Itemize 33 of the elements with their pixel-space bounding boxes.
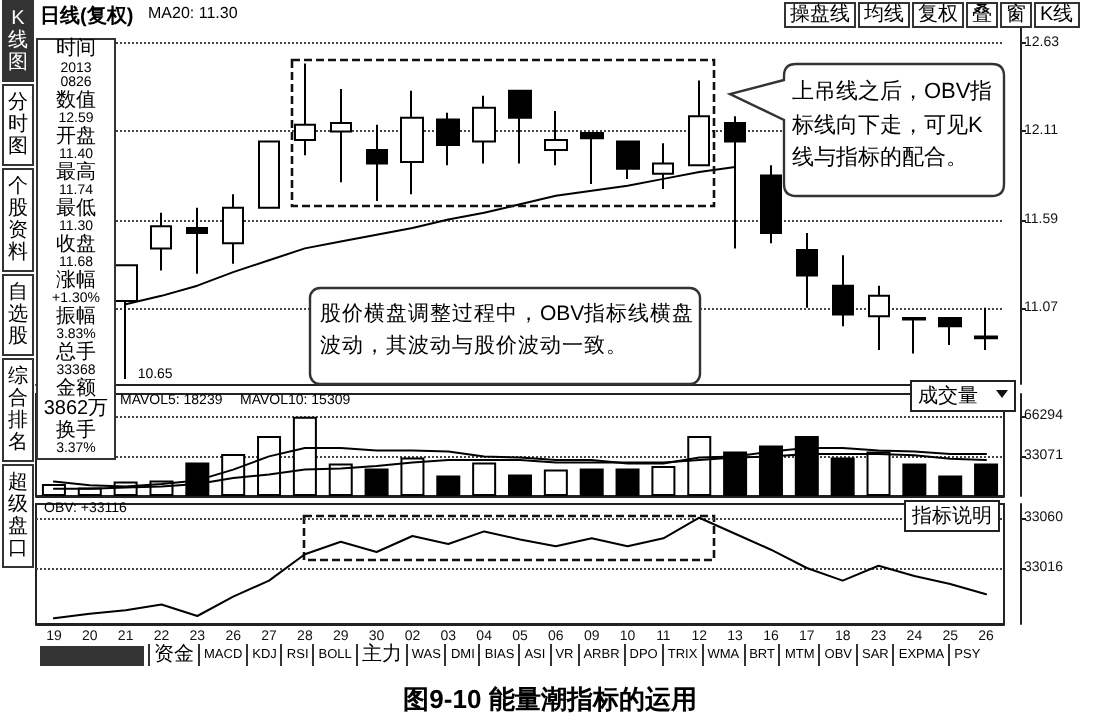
text: 超级盘口 bbox=[2, 464, 34, 568]
text: 窗 bbox=[1000, 2, 1032, 28]
chart-title: 日线(复权) bbox=[40, 3, 134, 30]
text: 个股资料 bbox=[2, 168, 34, 272]
annotation: 最高 bbox=[54, 161, 98, 184]
label-box: 指标说明 bbox=[904, 500, 1000, 532]
annotation: 换手 bbox=[54, 419, 98, 442]
annotation: 数值 bbox=[54, 89, 98, 112]
text: 叠 bbox=[966, 2, 998, 28]
annotation: 时间 bbox=[54, 38, 98, 61]
text: 分时图 bbox=[2, 84, 34, 166]
annotation: 上吊线之后，OBV指标线向下走，可见K线与指标的配合。 bbox=[792, 77, 995, 174]
annotation: 开盘 bbox=[54, 125, 98, 148]
text: 操盘线 bbox=[784, 2, 856, 28]
text: K线图 bbox=[2, 0, 34, 82]
annotation: 收盘 bbox=[54, 233, 98, 256]
annotation: 总手 bbox=[54, 341, 98, 364]
text: 自选股 bbox=[2, 274, 34, 356]
annotation: 3862万 bbox=[41, 398, 111, 420]
annotation: 振幅 bbox=[56, 305, 96, 328]
text: 复权 bbox=[912, 2, 964, 28]
text: MA20: 11.30 bbox=[148, 4, 238, 22]
annotation: 最低 bbox=[54, 197, 98, 220]
text: 均线 bbox=[858, 2, 910, 28]
text: 资金 bbox=[148, 644, 198, 666]
dropdown-field: 成交量 bbox=[910, 380, 1016, 412]
annotation: 股价横盘调整过程中，OBV指标线横盘波动，其波动与股价波动一致。 bbox=[320, 300, 696, 362]
annotation: 金额 bbox=[54, 377, 98, 399]
text: K线 bbox=[1034, 2, 1080, 28]
text: 综合排名 bbox=[2, 358, 34, 462]
caption: 图9-10 能量潮指标的运用 bbox=[401, 682, 699, 718]
text: 主力 bbox=[355, 644, 406, 666]
annotation: 涨幅 bbox=[54, 269, 98, 292]
